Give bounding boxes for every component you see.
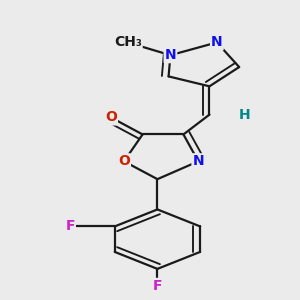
Text: F: F bbox=[65, 219, 75, 233]
Text: N: N bbox=[211, 35, 223, 50]
Text: CH₃: CH₃ bbox=[114, 35, 142, 50]
Text: N: N bbox=[193, 154, 204, 168]
Text: O: O bbox=[105, 110, 117, 124]
Text: F: F bbox=[153, 279, 162, 293]
Text: H: H bbox=[239, 108, 251, 122]
Text: N: N bbox=[165, 48, 176, 62]
Text: O: O bbox=[118, 154, 130, 168]
